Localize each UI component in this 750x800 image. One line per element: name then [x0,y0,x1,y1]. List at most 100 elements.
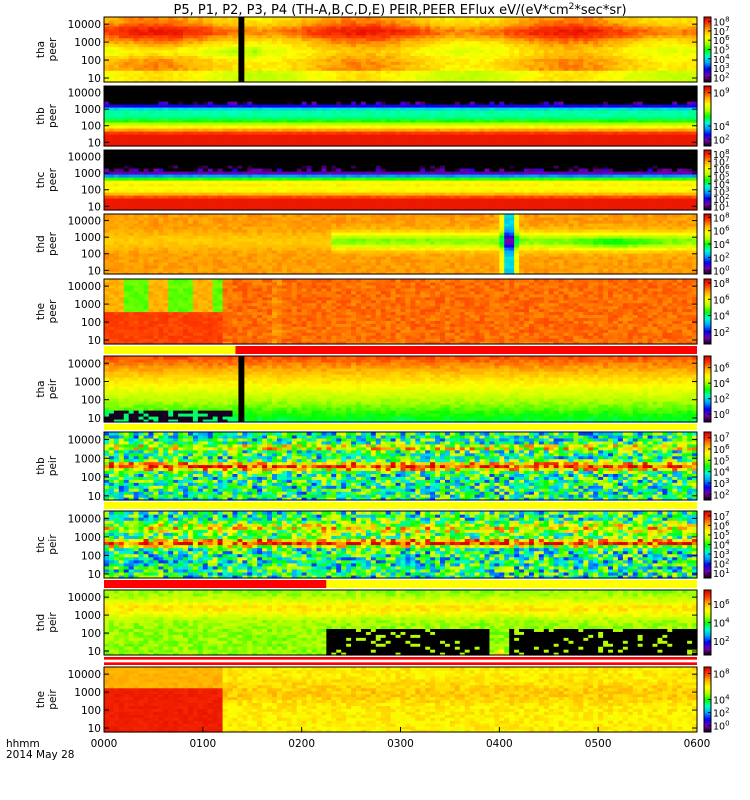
y-tick-label: 10 [88,335,101,347]
colorbar-tick-label: 108 [713,668,730,681]
colorbar-tick-label: 100 [713,265,730,278]
y-tick-label: 10000 [68,513,101,525]
colorbar-tick-label: 102 [713,488,730,501]
y-tick-label: 10000 [68,88,101,100]
y-tick-label: 100 [81,55,101,67]
x-tick-label: 0300 [387,738,414,750]
colorbar-tick-label: 108 [713,211,730,224]
y-tick-label: 1000 [74,299,101,311]
probe-label: the [35,303,47,320]
probe-label: thb [35,457,47,475]
colorbar-tick-label: 104 [713,238,730,251]
species-label: peir [47,689,59,710]
y-tick-label: 10 [88,646,101,658]
y-tick-label: 100 [81,249,101,261]
y-tick-label: 10000 [68,281,101,293]
colorbar-tick-label: 102 [713,393,730,406]
heatmap-cells [104,17,698,83]
y-tick-label: 100 [81,472,101,484]
y-tick-label: 10 [88,723,101,735]
probe-label: tha [35,41,47,58]
panel-frame [103,510,698,579]
colorbar-tick-label: 100 [713,720,730,733]
species-label: peir [47,378,59,399]
heatmap-cells [104,590,698,656]
y-tick-label: 10000 [68,592,101,604]
figure-title: P5, P1, P2, P3, P4 (TH-A,B,C,D,E) PEIR,P… [173,2,626,18]
y-tick-label: 1000 [74,610,101,622]
x-tick-label: 0000 [91,738,118,750]
colorbar-tick-label: 104 [713,310,730,323]
colorbar-tick-label: 104 [713,377,730,390]
status-bar [104,502,697,509]
colorbar: 106 104 102 [703,589,730,656]
y-tick-label: 1000 [74,376,101,388]
x-tick-label: 0600 [684,738,711,750]
panel-thd-peir: 10 100 1000 10000 thd peir 106 104 102 [35,589,730,658]
status-bar [104,346,697,354]
x-tick-label: 0400 [486,738,513,750]
x-tick-label: 0200 [288,738,315,750]
species-label: peir [47,455,59,476]
colorbar-tick-label: 104 [713,694,730,707]
status-bar [104,657,697,665]
y-tick-label: 10 [88,265,101,277]
y-tick-label: 10 [88,491,101,503]
y-tick-label: 100 [81,317,101,329]
y-tick-label: 100 [81,121,101,133]
panel-thc-peir: 10 100 1000 10000 thc peir 1071061051041031021… [35,510,730,581]
x-axis-date: 2014 May 28 [6,749,74,761]
y-tick-label: 100 [81,395,101,407]
panel-thc-peer: 10 100 1000 10000 thc peer 1081071061051041031… [35,148,730,214]
species-label: peir [47,534,59,555]
colorbar-tick-label: 104 [713,617,730,630]
data-gap [238,17,245,82]
y-tick-label: 100 [81,185,101,197]
y-tick-label: 1000 [74,532,101,544]
probe-label: tha [35,380,47,397]
panel-frame [103,355,698,423]
colorbar-tick-label: 106 [713,362,730,375]
x-axis-label: hhmm [6,738,40,750]
heatmap-cells [104,511,698,579]
species-label: peer [47,299,59,324]
colorbar-tick-label: 102 [713,635,730,648]
probe-label: thc [35,172,47,189]
panel-tha-peer: 10 100 1000 10000 tha peer 1081071061051041031… [35,16,730,85]
panel-the-peer: 10 100 1000 10000 the peer 108 106 104 102 [35,277,730,347]
data-gap [238,356,245,422]
heatmap-cells [104,150,698,211]
y-tick-label: 10 [88,201,101,213]
species-label: peir [47,612,59,633]
probe-label: thb [35,107,47,125]
panel-frame [103,589,698,656]
colorbar-tick-label: 106 [713,225,730,238]
species-label: peer [47,37,59,62]
y-tick-label: 10 [88,413,101,425]
colorbar-tick-label: 102 [713,707,730,720]
y-tick-label: 10 [88,73,101,85]
heatmap-cells [104,279,698,345]
probe-label: thd [35,614,47,631]
y-tick-label: 1000 [74,168,101,180]
colorbar-tick-label: 108 [713,277,730,290]
y-tick-label: 10000 [68,216,101,228]
colorbar-tick-label: 100 [713,408,730,421]
colorbar: 108 106 104 102 [703,277,730,345]
heatmap-cells [104,432,698,501]
colorbar-tick-label: 102 [713,71,730,84]
y-tick-label: 10000 [68,434,101,446]
y-tick-label: 1000 [74,453,101,465]
heatmap-cells [104,667,698,733]
probe-label: thd [35,235,47,252]
panel-frame [103,431,698,501]
y-tick-label: 1000 [74,37,101,49]
colorbar-tick-label: 109 [713,87,730,100]
